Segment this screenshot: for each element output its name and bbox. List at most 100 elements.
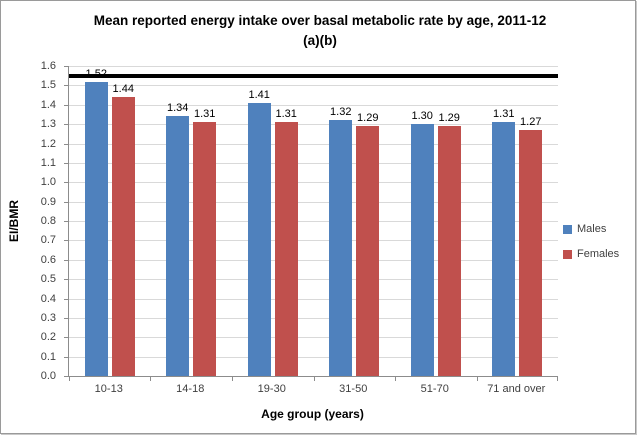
y-axis-title-text: EI/BMR — [7, 200, 21, 242]
x-axis-title: Age group (years) — [261, 407, 364, 421]
chart-title-line-2: (a)(b) — [303, 33, 337, 48]
bar-data-label: 1.31 — [493, 108, 515, 121]
x-axis-category-label: 14-18 — [176, 383, 205, 395]
y-axis-tick — [64, 104, 69, 106]
gridline — [69, 259, 558, 261]
x-axis-tick — [476, 376, 478, 381]
y-axis-tick — [64, 240, 69, 242]
plot-area: 1.52 1.44 1.34 1.31 1.41 1.31 1.32 1.29 1.30 1.29… — [64, 66, 558, 381]
y-axis-tick-label: 0.7 — [40, 234, 56, 247]
gridline — [69, 104, 558, 106]
y-axis-labels: 0.0 0.1 0.2 0.3 0.4 0.5 0.6 0.7 0.8 0.9 1.0 1.1 1.2 1… — [26, 60, 62, 382]
bar-group-10-13: 1.52 1.44 — [69, 66, 150, 376]
x-axis-tick — [557, 376, 558, 381]
y-axis-tick — [64, 356, 69, 358]
legend-label: Males — [577, 223, 607, 235]
y-axis-tick — [64, 162, 69, 164]
y-axis-tick-label: 0.4 — [40, 292, 56, 305]
gridline — [69, 279, 558, 281]
bar-data-label: 1.31 — [194, 108, 216, 121]
bar-males-71 and over: 1.31 — [492, 108, 516, 376]
gridline — [69, 143, 558, 145]
bar-males-10-13: 1.52 — [84, 68, 108, 376]
bar-females-31-50: 1.29 — [356, 112, 380, 376]
bar-data-label: 1.27 — [520, 115, 542, 128]
y-axis-tick — [64, 337, 69, 339]
y-axis-tick — [64, 376, 69, 377]
x-axis-labels: 10-13 14-18 19-30 31-50 51-70 71 and over — [68, 383, 557, 395]
bar-data-label: 1.34 — [167, 102, 189, 115]
gridline — [69, 66, 558, 67]
x-axis-category-label: 71 and over — [487, 383, 546, 395]
x-axis-category-label: 19-30 — [257, 383, 286, 395]
bar-males-51-70: 1.30 — [410, 110, 434, 376]
x-axis-tick — [231, 376, 233, 381]
bar-group-51-70: 1.30 1.29 — [395, 66, 476, 376]
y-axis-tick-label: 1.5 — [40, 79, 56, 92]
y-axis-tick — [64, 298, 69, 300]
y-axis-tick — [64, 124, 69, 126]
gridline — [69, 221, 558, 222]
y-axis-tick-label: 0.1 — [40, 350, 56, 363]
gridline — [69, 356, 558, 358]
y-axis-tick-label: 1.2 — [40, 137, 56, 150]
y-axis-tick-label: 0.5 — [40, 273, 56, 286]
x-axis-tick — [69, 376, 70, 381]
y-axis-tick-label: 1.4 — [40, 98, 56, 111]
y-axis-tick — [64, 279, 69, 281]
legend-swatch-icon — [563, 249, 572, 259]
x-axis-category-label: 31-50 — [339, 383, 368, 395]
bar-data-label: 1.30 — [411, 110, 433, 123]
gridline — [69, 337, 558, 339]
y-axis-tick — [64, 85, 69, 87]
bar-data-label: 1.41 — [248, 88, 270, 101]
legend-item-females: Females — [563, 248, 619, 260]
bar-males-14-18: 1.34 — [166, 102, 190, 376]
bar-females-71 and over: 1.27 — [519, 116, 543, 376]
y-axis-tick — [64, 259, 69, 261]
y-axis-title: EI/BMR — [4, 66, 24, 376]
legend: Males Females — [563, 223, 619, 260]
legend-label: Females — [577, 248, 620, 260]
gridline — [69, 298, 558, 300]
bar-data-label: 1.31 — [275, 108, 297, 121]
gridline — [69, 201, 558, 203]
bar-group-19-30: 1.41 1.31 — [232, 66, 313, 376]
y-axis-tick-label: 0.0 — [40, 370, 56, 382]
gridline — [69, 317, 558, 319]
y-axis-tick-label: 0.3 — [40, 311, 56, 324]
y-axis-tick-label: 1.6 — [40, 60, 56, 72]
bar-data-label: 1.32 — [330, 106, 352, 119]
bar-females-19-30: 1.31 — [274, 108, 298, 376]
x-axis-tick — [313, 376, 315, 381]
gridline — [69, 182, 558, 184]
chart-title-line-1: Mean reported energy intake over basal m… — [93, 13, 547, 28]
reference-line — [69, 73, 558, 78]
legend-swatch-icon — [563, 224, 572, 234]
y-axis-tick-label: 1.1 — [40, 156, 56, 169]
y-axis-tick-label: 1.0 — [40, 176, 56, 189]
bar-group-31-50: 1.32 1.29 — [314, 66, 395, 376]
y-axis-tick — [64, 317, 69, 319]
chart-title: Mean reported energy intake over basal m… — [0, 11, 640, 51]
bar-females-14-18: 1.31 — [193, 108, 217, 376]
bar-data-label: 1.29 — [357, 112, 379, 125]
legend-item-males: Males — [563, 223, 619, 235]
gridline — [69, 162, 558, 164]
gridline — [69, 85, 558, 87]
bar-females-51-70: 1.29 — [437, 112, 461, 376]
y-axis-tick-label: 0.2 — [40, 331, 56, 344]
y-axis-tick-label: 1.3 — [40, 118, 56, 131]
x-axis-category-label: 10-13 — [94, 383, 123, 395]
y-axis-tick — [64, 182, 69, 184]
y-axis-tick-label: 0.8 — [40, 215, 56, 227]
y-axis-tick — [64, 66, 69, 67]
gridline — [69, 124, 558, 126]
gridline — [69, 240, 558, 242]
bar-males-19-30: 1.41 — [247, 89, 271, 376]
y-axis-tick-label: 0.6 — [40, 253, 56, 266]
bar-females-10-13: 1.44 — [111, 83, 135, 376]
bar-males-31-50: 1.32 — [329, 106, 353, 376]
x-axis-tick — [150, 376, 152, 381]
